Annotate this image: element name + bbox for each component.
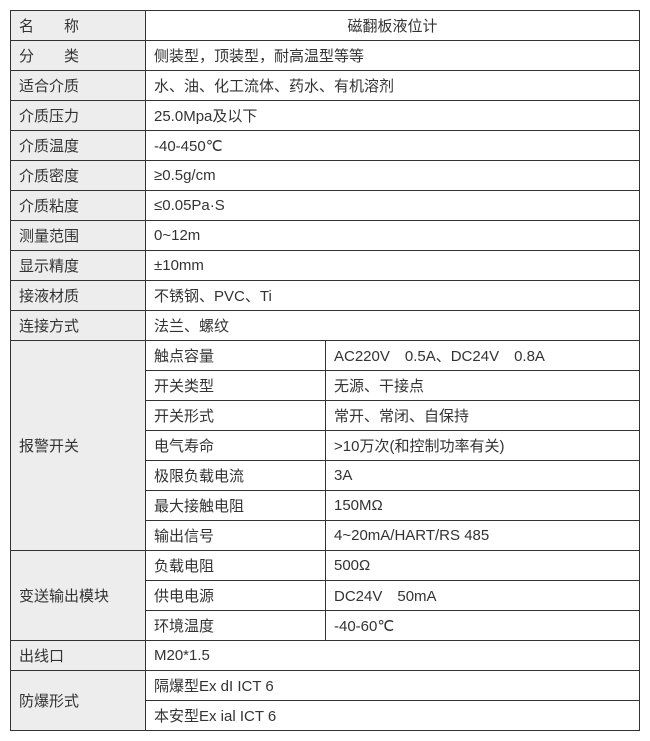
table-row: 介质温度 -40-450℃ [11,131,640,161]
table-row: 分 类 侧装型，顶装型，耐高温型等等 [11,41,640,71]
table-row: 防爆形式 隔爆型Ex dI ICT 6 [11,671,640,701]
row-value: 0~12m [146,221,640,251]
row-value: 150MΩ [326,491,640,521]
row-value: 3A [326,461,640,491]
table-row: 连接方式 法兰、螺纹 [11,311,640,341]
row-sublabel: 开关形式 [146,401,326,431]
table-row: 介质压力 25.0Mpa及以下 [11,101,640,131]
row-value: 500Ω [326,551,640,581]
row-value: DC24V 50mA [326,581,640,611]
table-row: 显示精度 ±10mm [11,251,640,281]
row-sublabel: 最大接触电阻 [146,491,326,521]
row-label-explosion-proof: 防爆形式 [11,671,146,731]
row-label: 名 称 [11,11,146,41]
row-value: AC220V 0.5A、DC24V 0.8A [326,341,640,371]
row-sublabel: 触点容量 [146,341,326,371]
row-sublabel: 输出信号 [146,521,326,551]
row-value: ≤0.05Pa·S [146,191,640,221]
row-value: 不锈钢、PVC、Ti [146,281,640,311]
row-label-alarm-switch: 报警开关 [11,341,146,551]
row-value: -40-60℃ [326,611,640,641]
table-row: 测量范围 0~12m [11,221,640,251]
row-value: 无源、干接点 [326,371,640,401]
row-value: -40-450℃ [146,131,640,161]
row-value: 4~20mA/HART/RS 485 [326,521,640,551]
row-label: 显示精度 [11,251,146,281]
row-label-output-module: 变送输出模块 [11,551,146,641]
row-value: 本安型Ex ial ICT 6 [146,701,640,731]
row-value: M20*1.5 [146,641,640,671]
row-sublabel: 极限负载电流 [146,461,326,491]
row-label: 连接方式 [11,311,146,341]
table-row: 适合介质 水、油、化工流体、药水、有机溶剂 [11,71,640,101]
row-sublabel: 供电电源 [146,581,326,611]
row-label: 介质压力 [11,101,146,131]
row-label: 介质粘度 [11,191,146,221]
table-row: 名 称 磁翻板液位计 [11,11,640,41]
row-value: 25.0Mpa及以下 [146,101,640,131]
spec-table: 名 称 磁翻板液位计 分 类 侧装型，顶装型，耐高温型等等 适合介质 水、油、化… [10,10,640,731]
row-label: 适合介质 [11,71,146,101]
row-value: ±10mm [146,251,640,281]
row-label: 接液材质 [11,281,146,311]
row-label-outlet: 出线口 [11,641,146,671]
row-sublabel: 开关类型 [146,371,326,401]
table-row: 变送输出模块 负载电阻 500Ω [11,551,640,581]
row-value: 常开、常闭、自保持 [326,401,640,431]
table-row: 报警开关 触点容量 AC220V 0.5A、DC24V 0.8A [11,341,640,371]
row-value: 侧装型，顶装型，耐高温型等等 [146,41,640,71]
row-value: 法兰、螺纹 [146,311,640,341]
table-row: 介质密度 ≥0.5g/cm [11,161,640,191]
row-label: 介质密度 [11,161,146,191]
row-value: 隔爆型Ex dI ICT 6 [146,671,640,701]
table-row: 接液材质 不锈钢、PVC、Ti [11,281,640,311]
row-value: ≥0.5g/cm [146,161,640,191]
row-sublabel: 电气寿命 [146,431,326,461]
table-row: 出线口 M20*1.5 [11,641,640,671]
row-value: >10万次(和控制功率有关) [326,431,640,461]
row-label: 分 类 [11,41,146,71]
row-label: 介质温度 [11,131,146,161]
row-value: 水、油、化工流体、药水、有机溶剂 [146,71,640,101]
table-row: 介质粘度 ≤0.05Pa·S [11,191,640,221]
row-value: 磁翻板液位计 [146,11,640,41]
row-label: 测量范围 [11,221,146,251]
row-sublabel: 负载电阻 [146,551,326,581]
row-sublabel: 环境温度 [146,611,326,641]
